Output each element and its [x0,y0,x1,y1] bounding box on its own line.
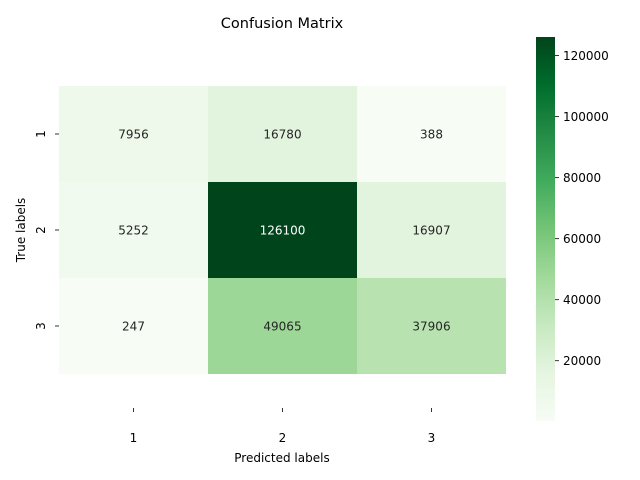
cell-value-label: 388 [420,128,443,142]
heatmap-cell [59,182,208,278]
y-axis-label: True labels [14,198,28,264]
y-axis: 1 2 3 [34,130,59,330]
colorbar-tick-label: 100000 [563,110,609,124]
cell-value-label: 16780 [263,128,301,142]
cell-value-label: 5252 [118,224,149,238]
x-tick-label: 1 [130,431,138,445]
colorbar-gradient [536,37,555,421]
cell-value-label: 49065 [263,320,301,334]
colorbar-tick-label: 120000 [563,49,609,63]
x-axis: 1 2 3 [130,408,436,445]
cell-value-label: 7956 [118,128,149,142]
cell-value-label: 16907 [412,224,450,238]
cell-value-label: 126100 [260,224,306,238]
heatmap-cell [59,86,208,182]
y-tick-label: 2 [34,226,48,234]
heatmap-cell [357,182,506,278]
cell-value-label: 247 [122,320,145,334]
heatmap-cell [59,278,208,374]
y-tick-label: 3 [34,322,48,330]
colorbar-tick-label: 80000 [563,171,601,185]
cell-value-label: 37906 [412,320,450,334]
y-tick-label: 1 [34,130,48,138]
colorbar-tick-label: 40000 [563,293,601,307]
heatmap-cell [208,182,357,278]
cell-labels: 7956 16780 388 5252 126100 16907 247 49065 37906 [118,128,450,334]
x-tick-label: 2 [279,431,287,445]
heatmap-cells [59,86,506,374]
colorbar-ticks: 20000 40000 60000 80000 100000 120000 [555,49,609,368]
colorbar-tick-label: 60000 [563,232,601,246]
heatmap-cell [208,86,357,182]
x-axis-label: Predicted labels [234,451,329,465]
x-tick-label: 3 [428,431,436,445]
heatmap-cell [357,86,506,182]
heatmap-cell [357,278,506,374]
colorbar: 20000 40000 60000 80000 100000 120000 [536,37,609,421]
colorbar-tick-label: 20000 [563,354,601,368]
chart-title: Confusion Matrix [221,16,344,32]
heatmap-cell [208,278,357,374]
